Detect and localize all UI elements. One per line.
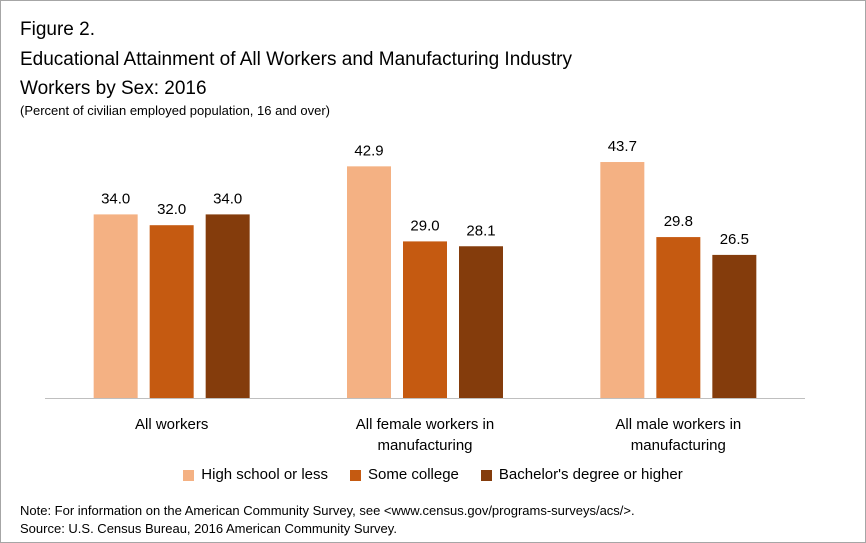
figure-label: Figure 2. (20, 19, 95, 40)
bar-0-1 (149, 225, 194, 398)
bar-2-0 (600, 162, 645, 398)
legend-label-some-college: Some college (368, 466, 459, 483)
chart-title-line-1: Educational Attainment of All Workers an… (20, 49, 573, 70)
data-label-2-0: 43.7 (608, 138, 637, 155)
category-label-0-0: All workers (135, 416, 208, 433)
category-label-1-1: manufacturing (377, 437, 472, 454)
bar-0-2 (205, 214, 250, 398)
bar-1-1 (403, 241, 447, 398)
legend-swatch-bachelors (480, 469, 492, 481)
chart-legend: High school or less Some college Bachelo… (1, 466, 865, 484)
bar-chart-plot: 34.0 32.0 34.0 All workers 42.9 29.0 28.1 All f… (45, 138, 805, 454)
data-label-1-0: 42.9 (354, 142, 383, 159)
data-label-0-1: 32.0 (157, 201, 186, 218)
legend-swatch-some-college (350, 469, 362, 481)
legend-item-bachelors: Bachelor's degree or higher (480, 466, 683, 484)
category-label-2-1: manufacturing (631, 437, 726, 454)
footnote-note: Note: For information on the American Co… (20, 503, 635, 518)
data-label-2-2: 26.5 (720, 231, 749, 248)
bar-1-2 (459, 246, 503, 398)
legend-swatch-high-school (183, 469, 195, 481)
category-label-2-0: All male workers in (615, 416, 741, 433)
data-label-1-2: 28.1 (466, 222, 495, 239)
bar-1-0 (347, 166, 391, 398)
chart-subtitle: (Percent of civilian employed population… (20, 103, 331, 118)
bar-2-1 (656, 237, 701, 398)
data-label-0-0: 34.0 (101, 190, 130, 207)
legend-item-high-school: High school or less (183, 466, 328, 484)
chart-title-line-2: Workers by Sex: 2016 (20, 78, 207, 99)
legend-label-high-school: High school or less (201, 466, 329, 483)
bar-0-0 (93, 214, 138, 398)
legend-label-bachelors: Bachelor's degree or higher (498, 466, 683, 483)
footnote-source: Source: U.S. Census Bureau, 2016 America… (20, 521, 397, 536)
bar-2-2 (712, 254, 757, 398)
legend-item-some-college: Some college (350, 466, 459, 484)
category-label-1-0: All female workers in (356, 416, 494, 433)
data-label-0-2: 34.0 (213, 190, 242, 207)
data-label-2-1: 29.8 (664, 213, 693, 230)
data-label-1-1: 29.0 (410, 217, 439, 234)
